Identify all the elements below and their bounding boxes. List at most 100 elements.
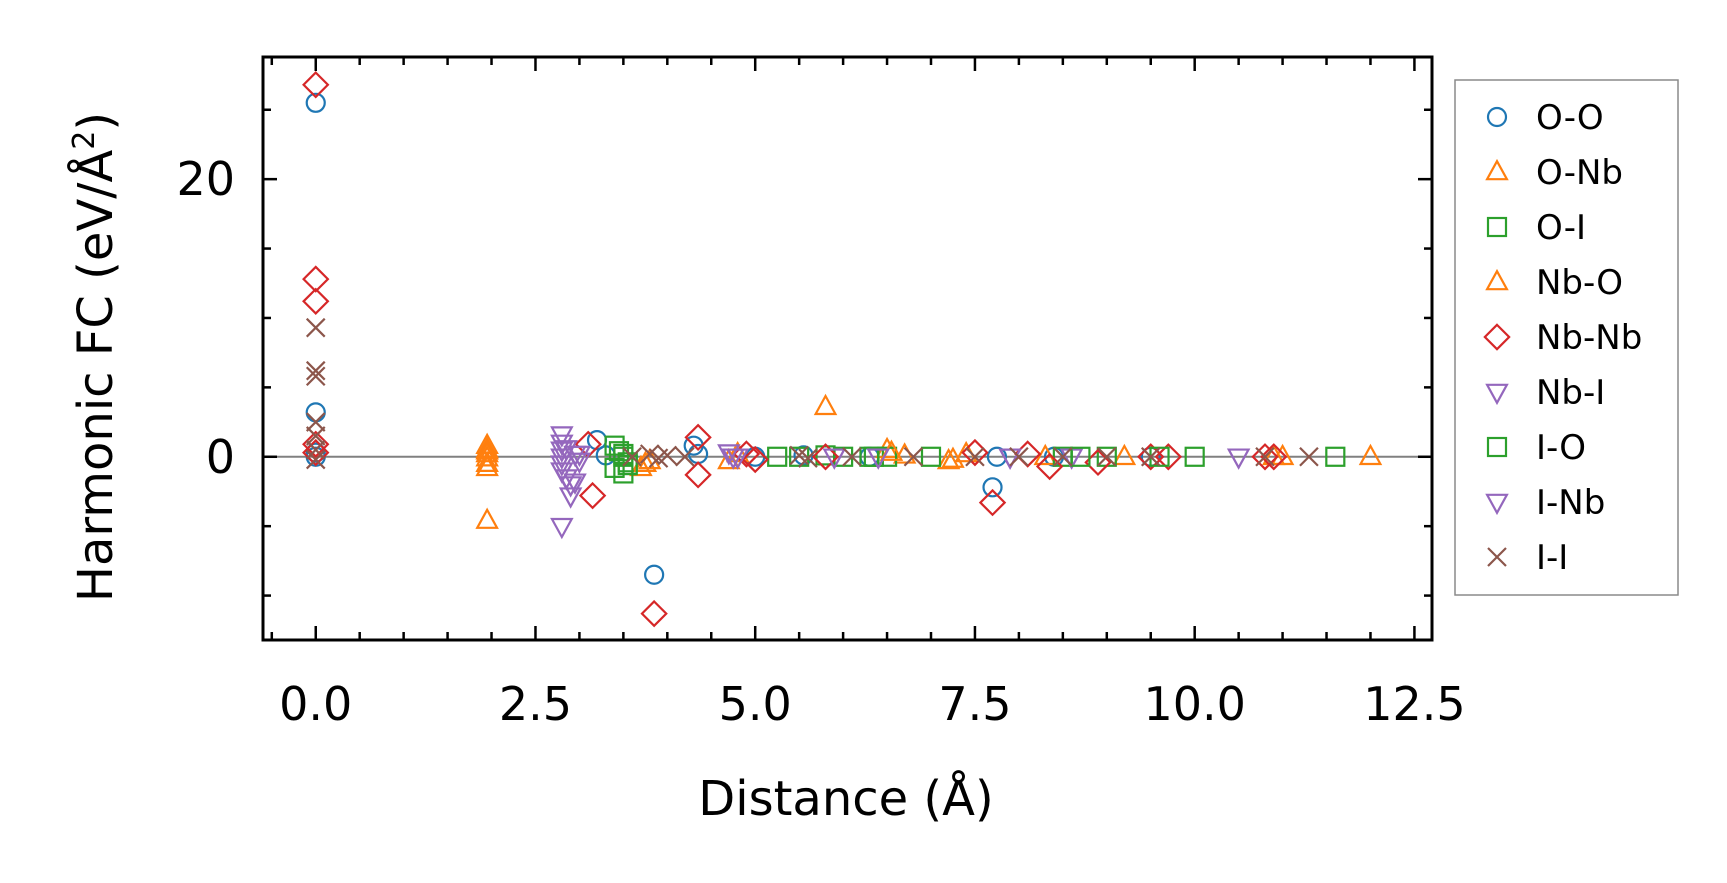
data-point bbox=[305, 92, 326, 113]
data-point bbox=[675, 446, 695, 467]
data-point bbox=[622, 446, 642, 467]
data-point bbox=[1070, 446, 1091, 467]
legend-label: O-I bbox=[1536, 208, 1586, 248]
data-point bbox=[475, 450, 499, 473]
data-point bbox=[475, 445, 499, 467]
data-point bbox=[305, 360, 326, 381]
y-tick-label: 0 bbox=[206, 430, 235, 484]
data-point bbox=[1097, 446, 1117, 467]
legend-entry: O-Nb bbox=[1485, 153, 1623, 193]
data-point bbox=[684, 423, 712, 452]
legend-label: I-O bbox=[1536, 428, 1586, 468]
data-point bbox=[657, 445, 678, 466]
legend-marker bbox=[1486, 216, 1508, 238]
data-point bbox=[550, 517, 574, 540]
data-point bbox=[1009, 446, 1029, 467]
data-point bbox=[1184, 446, 1205, 467]
data-point bbox=[305, 412, 326, 432]
data-point bbox=[567, 452, 592, 475]
legend-marker bbox=[1485, 268, 1509, 291]
data-point bbox=[302, 265, 330, 293]
legend-entry: I-O bbox=[1486, 428, 1586, 468]
data-point bbox=[305, 366, 326, 387]
legend-entry: I-Nb bbox=[1485, 483, 1605, 523]
data-point bbox=[475, 507, 499, 529]
data-point bbox=[741, 445, 769, 474]
data-point bbox=[475, 454, 499, 477]
data-point bbox=[640, 599, 668, 628]
x-tick-label: 5.0 bbox=[719, 677, 792, 731]
data-point bbox=[859, 446, 880, 467]
series-o-o bbox=[305, 92, 1161, 585]
data-point bbox=[1154, 443, 1183, 471]
data-point bbox=[866, 448, 891, 470]
data-point bbox=[305, 426, 326, 446]
y-axis-title-main: Harmonic FC (eV/Å bbox=[67, 150, 124, 603]
legend-label: I-Nb bbox=[1536, 483, 1605, 523]
x-tick-label: 12.5 bbox=[1363, 677, 1465, 731]
y-tick-label: 20 bbox=[176, 152, 235, 206]
data-point bbox=[563, 473, 587, 495]
data-point bbox=[941, 446, 965, 468]
data-point bbox=[721, 448, 745, 470]
legend-marker bbox=[1485, 493, 1509, 516]
legend: O-O O-Nb O-I Nb-O Nb-Nb Nb-I I-O I-Nb I-I bbox=[1454, 79, 1679, 596]
legend-marker bbox=[1487, 547, 1507, 567]
data-point bbox=[617, 455, 638, 476]
data-point bbox=[811, 443, 840, 471]
data-point bbox=[644, 564, 665, 585]
data-point bbox=[305, 402, 326, 423]
data-point bbox=[842, 446, 862, 467]
data-point bbox=[302, 438, 330, 467]
series-i-nb bbox=[554, 440, 1251, 495]
legend-entry: Nb-I bbox=[1485, 373, 1605, 413]
data-point bbox=[813, 393, 838, 416]
data-point bbox=[903, 446, 924, 467]
data-point bbox=[1053, 446, 1073, 467]
data-point bbox=[822, 448, 847, 470]
data-point bbox=[578, 481, 607, 510]
x-tick-label: 0.0 bbox=[279, 677, 352, 731]
data-point bbox=[982, 477, 1003, 498]
plot-area bbox=[263, 71, 1432, 628]
y-axis-title-end: ) bbox=[68, 112, 124, 131]
data-point bbox=[475, 440, 499, 463]
tick-labels: 0.0 2.5 5.0 7.5 10.0 12.5 0 20 bbox=[176, 152, 1465, 731]
data-point bbox=[550, 455, 574, 477]
data-point bbox=[305, 440, 326, 460]
data-point bbox=[302, 71, 330, 99]
data-point bbox=[1325, 446, 1346, 467]
data-point bbox=[1140, 446, 1161, 467]
data-point bbox=[305, 449, 326, 470]
data-point bbox=[793, 445, 814, 466]
data-point bbox=[1251, 443, 1279, 471]
legend-entry: O-O bbox=[1486, 98, 1604, 138]
data-point bbox=[717, 444, 741, 466]
legend-label: Nb-I bbox=[1536, 373, 1605, 413]
data-point bbox=[1299, 446, 1319, 467]
x-tick-label: 10.0 bbox=[1143, 677, 1245, 731]
data-point bbox=[305, 317, 326, 338]
legend-entry: Nb-Nb bbox=[1483, 318, 1642, 358]
series-i-i bbox=[305, 317, 1319, 470]
legend-box bbox=[1454, 79, 1679, 596]
data-point bbox=[986, 446, 1008, 467]
legend-marker bbox=[1486, 106, 1508, 128]
data-point bbox=[684, 461, 712, 489]
legend-marker bbox=[1485, 383, 1509, 406]
data-point bbox=[1112, 443, 1137, 466]
legend-label: Nb-O bbox=[1536, 263, 1623, 303]
y-axis-title-superscript: 2 bbox=[67, 131, 102, 150]
legend-label: O-O bbox=[1536, 98, 1604, 138]
data-point bbox=[920, 446, 942, 467]
x-axis-title: Distance (Å) bbox=[698, 770, 993, 827]
data-point bbox=[302, 287, 330, 316]
data-point bbox=[1358, 443, 1383, 466]
legend-label: Nb-Nb bbox=[1536, 318, 1642, 358]
legend-entry: O-I bbox=[1486, 208, 1586, 248]
legend-label: O-Nb bbox=[1536, 153, 1623, 193]
data-point bbox=[558, 487, 583, 509]
legend-entry: I-I bbox=[1487, 538, 1568, 578]
data-point bbox=[978, 488, 1007, 517]
legend-marker bbox=[1483, 323, 1511, 351]
